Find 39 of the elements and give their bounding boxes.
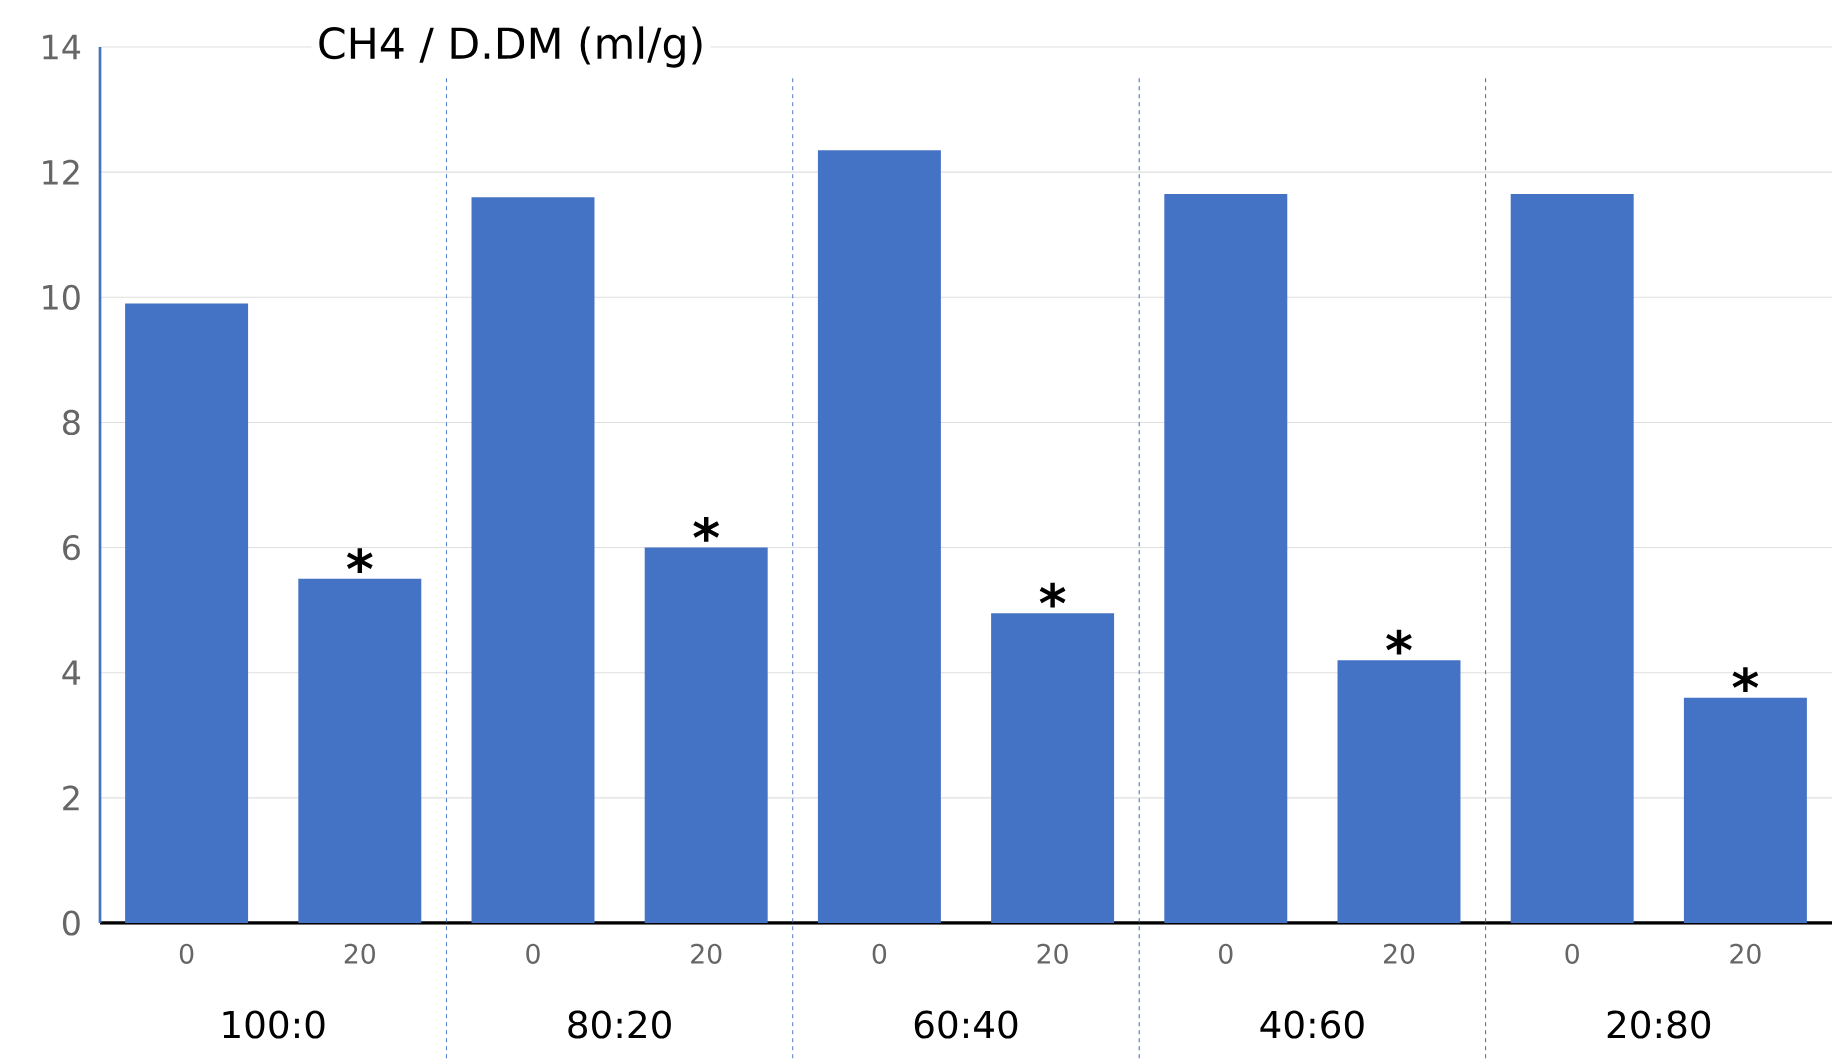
y-tick-label: 4	[62, 660, 81, 685]
x-tick-label: 20	[1730, 943, 1761, 964]
y-tick-label: 10	[43, 284, 80, 310]
bar	[1683, 697, 1807, 923]
y-tick-label: 12	[43, 159, 79, 185]
x-tick-label: 0	[872, 943, 887, 964]
y-tick-label: 14	[43, 34, 81, 60]
y-tick-label: 2	[63, 785, 79, 811]
y-tick-label: 6	[63, 534, 80, 561]
x-tick-label: 0	[1219, 943, 1233, 964]
bar	[1510, 194, 1634, 923]
y-tick-label: 0	[62, 910, 80, 936]
data-label: *	[1732, 667, 1759, 692]
data-label: *	[693, 517, 720, 542]
x-tick-label: 20	[1037, 943, 1068, 964]
bar	[991, 613, 1115, 923]
text: 100:0	[223, 1010, 325, 1039]
bar	[1164, 194, 1288, 923]
data-label: *	[346, 548, 373, 574]
x-tick-label: 20	[1383, 943, 1415, 964]
text: 80:20	[568, 1010, 671, 1039]
bar	[1337, 660, 1461, 923]
bar	[298, 578, 422, 923]
text: 60:40	[914, 1010, 1018, 1039]
x-tick-label: 0	[1565, 943, 1579, 964]
bar	[471, 197, 595, 923]
y-tick-label: 8	[63, 409, 80, 436]
data-label: *	[1039, 582, 1066, 608]
data-label: *	[1386, 629, 1412, 655]
bar	[644, 547, 768, 923]
x-tick-label: 0	[179, 943, 194, 964]
x-tick-label: 20	[691, 943, 722, 964]
bar	[817, 150, 941, 923]
bar	[125, 303, 249, 923]
x-tick-label: 0	[526, 943, 540, 964]
text: 40:60	[1260, 1010, 1364, 1039]
x-tick-label: 20	[344, 943, 375, 964]
chart-title: CH4 / D.DM (ml/g)	[319, 26, 702, 68]
text: 20:80	[1607, 1010, 1711, 1039]
